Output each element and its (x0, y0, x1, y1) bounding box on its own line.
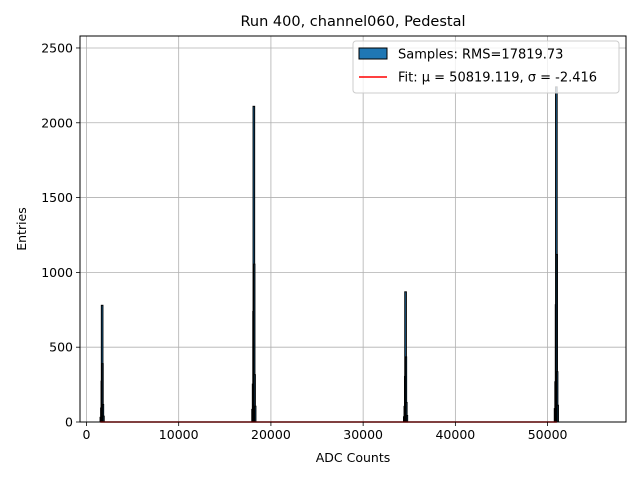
x-tick-label: 20000 (251, 427, 291, 442)
chart-title: Run 400, channel060, Pedestal (240, 14, 465, 30)
legend-label-fit: Fit: μ = 50819.119, σ = -2.416 (398, 71, 597, 86)
y-tick-label: 0 (65, 415, 73, 430)
axes-frame (79, 35, 627, 423)
grid (80, 36, 626, 423)
y-tick-label: 1500 (41, 190, 73, 205)
x-axis-label: ADC Counts (316, 450, 391, 465)
y-tick-label: 2000 (41, 115, 73, 130)
y-tick-label: 500 (49, 340, 73, 355)
y-tick-label: 2500 (41, 40, 73, 55)
histogram-bar (405, 414, 409, 423)
legend-label-samples: Samples: RMS=17819.73 (398, 48, 563, 63)
y-tick-label: 1000 (41, 265, 73, 280)
y-ticks: 0 500 1000 1500 2000 2500 (41, 40, 80, 430)
x-tick-label: 10000 (159, 427, 199, 442)
x-tick-label: 40000 (435, 427, 475, 442)
legend: Samples: RMS=17819.73 Fit: μ = 50819.119… (352, 40, 620, 94)
x-ticks: 0 10000 20000 30000 40000 50000 (82, 422, 568, 442)
plot-area (80, 36, 626, 422)
x-tick-label: 0 (82, 427, 90, 442)
legend-swatch-samples (358, 47, 388, 60)
histogram-bar (254, 405, 257, 423)
y-axis-label: Entries (14, 207, 29, 251)
histogram-bar (556, 404, 559, 423)
x-tick-label: 30000 (343, 427, 383, 442)
x-tick-label: 50000 (528, 427, 568, 442)
legend-frame (352, 40, 620, 94)
histogram-bar (102, 415, 105, 423)
